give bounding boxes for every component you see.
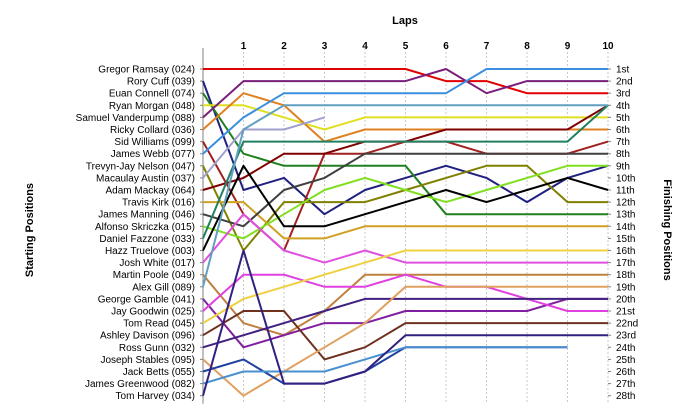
finishing-position-label: 25th [616,355,635,366]
lap-tick-label: 5 [403,41,409,52]
starting-position-label: James Greenwood (082) [85,379,195,390]
lap-tick-label: 7 [484,41,490,52]
finishing-position-label: 19th [616,282,635,293]
finishing-position-label: 12th [616,198,635,209]
finishing-position-label: 21st [616,307,635,318]
x-axis-title: Laps [392,15,418,27]
starting-position-label: Ross Gunn (032) [119,343,195,354]
starting-position-label: James Webb (077) [111,149,195,160]
finishing-position-label: 8th [616,149,630,160]
finishing-position-label: 22nd [616,319,638,330]
finishing-position-label: 27th [616,379,635,390]
starting-position-label: Adam Mackay (064) [106,186,195,197]
starting-position-label: Trevyn-Jay Nelson (047) [86,161,195,172]
finishing-position-label: 18th [616,270,635,281]
lap-tick-label: 6 [443,41,449,52]
series-line-8 [202,68,608,155]
y-axis-title-left: Starting Positions [24,183,36,277]
finishing-position-label: 24th [616,343,635,354]
series-line-19 [202,104,608,288]
finishing-position-label: 17th [616,258,635,269]
lap-tick-label: 2 [281,41,287,52]
series-line-13 [202,152,608,228]
starting-position-label: Jack Betts (055) [123,367,195,378]
y-axis-title-right: Finishing Positions [661,179,673,280]
finishing-position-label: 3rd [616,89,630,100]
finishing-position-label: 20th [616,294,635,305]
starting-position-label: Rory Cuff (039) [127,77,195,88]
series-line-14 [202,164,608,240]
finishing-position-label: 16th [616,246,635,257]
series-line-1 [203,68,608,95]
finishing-position-label: 7th [616,137,630,148]
finishing-position-label: 28th [616,391,635,402]
lap-tick-label: 10 [602,41,614,52]
finishing-position-label: 23rd [616,331,636,342]
lap-tick-label: 4 [362,41,368,52]
starting-position-label: Ryan Morgan (048) [109,101,195,112]
starting-position-label: James Manning (046) [98,210,195,221]
finishing-position-label: 26th [616,367,635,378]
starting-position-label: Alfonso Skriczka (015) [95,222,195,233]
lap-tick-label: 8 [524,41,530,52]
finishing-position-label: 5th [616,113,630,124]
starting-position-label: Hazz Truelove (003) [105,246,195,257]
lap-tick-label: 3 [322,41,328,52]
starting-position-label: Tom Harvey (034) [116,391,195,402]
finishing-position-label: 2nd [616,77,633,88]
finishing-position-label: 14th [616,222,635,233]
starting-position-label: Jay Goodwin (025) [111,307,195,318]
finishing-position-label: 1st [616,65,630,76]
labels-layer: 1 2 3 4 5 6 7 8 9 10 Gregor Ramsay (024)Rory Cuff … [76,41,639,402]
series-line-16 [202,164,609,251]
starting-position-label: Tom Read (045) [123,319,195,330]
series-line-17 [202,213,608,264]
series-line-21 [202,273,608,312]
starting-position-label: Macaulay Austin (037) [96,173,195,184]
finishing-position-label: 6th [616,125,630,136]
finishing-position-label: 15th [616,234,635,245]
finishing-position-label: 10th [616,173,635,184]
starting-position-label: Travis Kirk (016) [122,198,195,209]
starting-position-label: Gregor Ramsay (024) [98,65,195,76]
starting-position-label: Samuel Vanderpump (088) [76,113,195,124]
series-line-24 [202,297,608,349]
series-line-28 [202,249,608,396]
starting-position-label: Joseph Stables (095) [100,355,195,366]
lap-tick-label: 9 [565,41,571,52]
series-line-5 [202,68,608,119]
finishing-position-label: 11th [616,186,635,197]
starting-position-label: Alex Gill (089) [132,282,195,293]
series-line-22 [202,249,608,324]
starting-position-label: Josh White (017) [119,258,195,269]
series-line-15 [202,104,609,239]
series-line-12 [203,201,608,240]
starting-position-label: Sid Williams (099) [114,137,195,148]
lap-tick-label: 1 [241,41,247,52]
starting-position-label: George Gamble (041) [98,294,195,305]
starting-position-label: Ashley Davison (096) [100,331,195,342]
finishing-position-label: 4th [616,101,630,112]
series-line-25 [202,285,608,397]
lines-layer [202,68,609,397]
starting-position-label: Euan Connell (074) [109,89,195,100]
finishing-position-label: 9th [616,161,630,172]
starting-position-label: Ricky Collard (036) [110,125,195,136]
starting-position-label: Daniel Fazzone (033) [99,234,195,245]
starting-position-label: Martin Poole (049) [113,270,195,281]
finishing-position-label: 13th [616,210,635,221]
series-line-23 [202,310,608,361]
series-line-2 [202,80,609,216]
series-line-10 [202,116,325,179]
